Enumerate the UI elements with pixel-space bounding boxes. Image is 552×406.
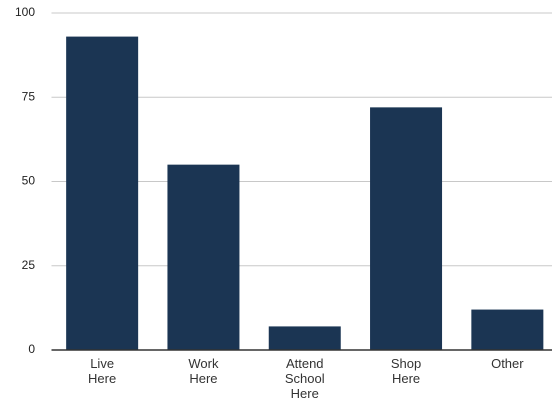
x-tick-label: Attend School Here	[284, 356, 325, 401]
x-tick-label: Other	[491, 356, 524, 371]
y-tick-label: 50	[22, 174, 36, 188]
y-tick-label: 0	[28, 342, 35, 356]
bar	[268, 326, 341, 350]
x-tick-label: Work Here	[188, 356, 219, 386]
bar	[167, 164, 240, 350]
bar	[471, 309, 544, 350]
y-tick-label: 75	[22, 89, 36, 103]
bar	[370, 107, 443, 350]
x-tick-label: Shop Here	[390, 356, 422, 386]
bar	[66, 36, 139, 351]
x-tick-label: Live Here	[88, 356, 117, 386]
y-tick-label: 100	[15, 5, 35, 19]
y-tick-label: 25	[22, 258, 36, 272]
